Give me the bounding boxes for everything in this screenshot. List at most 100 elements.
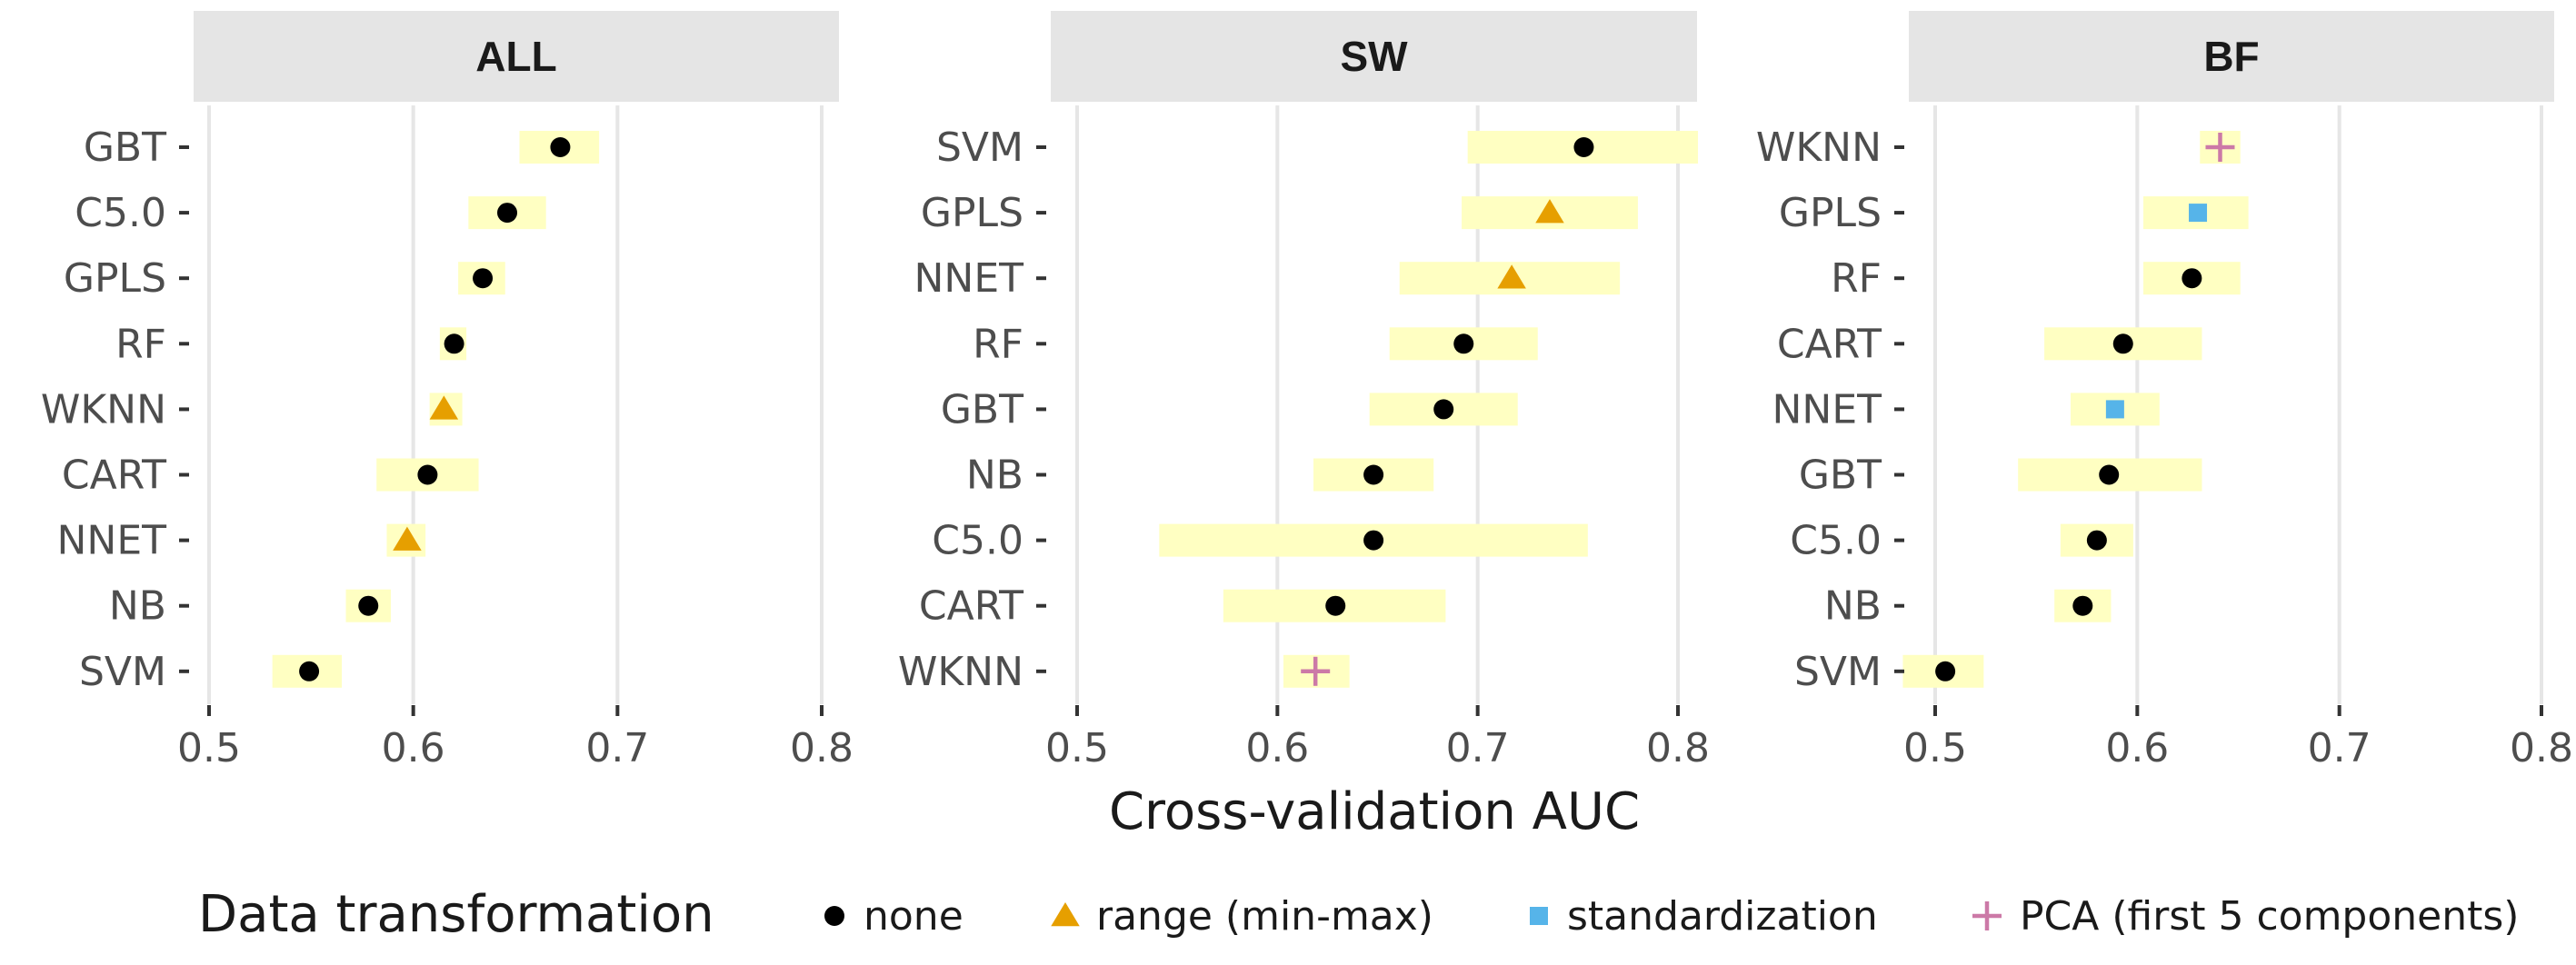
- legend-label: PCA (first 5 components): [2020, 893, 2519, 940]
- point-marker: [2105, 400, 2124, 419]
- legend-entry-standardization: standardization: [1530, 893, 1878, 940]
- y-tick-label: NNET: [1772, 386, 1882, 433]
- row-svm: SVM: [79, 649, 343, 695]
- x-axis-title: Cross-validation AUC: [1109, 782, 1640, 841]
- row-gpls: GPLS: [921, 190, 1638, 236]
- point-marker: [2086, 530, 2107, 551]
- row-gbt: GBT: [1799, 453, 2202, 499]
- y-tick-label: SVM: [1794, 649, 1882, 695]
- row-wknn: WKNN: [898, 649, 1350, 695]
- row-wknn: WKNN: [1756, 124, 2241, 171]
- point-marker: [2112, 333, 2133, 354]
- row-svm: SVM: [936, 124, 1699, 171]
- x-tick-label: 0.5: [1903, 725, 1967, 771]
- point-marker: [417, 464, 438, 485]
- strip-background: [1909, 11, 2554, 102]
- row-rf: RF: [115, 321, 467, 367]
- y-tick-label: GPLS: [1779, 190, 1882, 236]
- row-nnet: NNET: [1772, 386, 2160, 433]
- y-tick-label: NB: [109, 583, 166, 630]
- row-c50: C5.0: [75, 190, 546, 236]
- x-tick-label: 0.6: [1245, 725, 1309, 771]
- point-marker: [2205, 133, 2235, 162]
- y-tick-label: NNET: [914, 255, 1023, 302]
- legend-marker: [1972, 901, 2002, 930]
- row-cart: CART: [62, 453, 479, 499]
- legend-label: none: [864, 893, 964, 940]
- y-tick-label: NB: [1824, 583, 1882, 630]
- point-marker: [1535, 199, 1564, 224]
- point-marker: [358, 595, 379, 616]
- y-tick-label: CART: [1777, 321, 1882, 367]
- point-marker: [1301, 656, 1331, 686]
- point-marker: [299, 661, 320, 681]
- row-c50: C5.0: [1790, 518, 2133, 564]
- y-tick-label: GBT: [1799, 453, 1882, 499]
- point-marker: [497, 203, 518, 224]
- row-nb: NB: [109, 583, 391, 630]
- y-tick-label: GBT: [84, 124, 166, 171]
- row-wknn: WKNN: [41, 386, 463, 433]
- point-marker: [473, 268, 494, 289]
- row-cart: CART: [1777, 321, 2202, 367]
- legend-entry-range: range (min-max): [1051, 893, 1433, 940]
- legend-marker: [824, 906, 844, 926]
- y-tick-label: CART: [62, 453, 166, 499]
- y-tick-label: RF: [115, 321, 166, 367]
- point-marker: [1573, 137, 1594, 157]
- point-marker: [1497, 264, 1526, 289]
- row-nb: NB: [966, 453, 1434, 499]
- y-tick-label: GPLS: [64, 255, 166, 302]
- legend-marker: [1530, 907, 1548, 925]
- strip-background: [194, 11, 839, 102]
- strip-background: [1051, 11, 1697, 102]
- panel-sw: SW SVM GPLS NNET RF GBT NB C5.0 CART WKNN 0.5 0.6 0.…: [898, 11, 1710, 771]
- y-tick-label: CART: [919, 583, 1023, 630]
- legend-entry-none: none: [824, 893, 964, 940]
- point-marker: [1433, 399, 1454, 420]
- strip-title: BF: [2203, 33, 2259, 80]
- point-marker: [1363, 530, 1384, 551]
- panel-bf: BF WKNN GPLS RF CART NNET GBT C5.0 NB SVM 0.5 0.6 0.…: [1756, 11, 2573, 771]
- point-marker: [550, 137, 571, 157]
- point-marker: [1325, 595, 1346, 616]
- x-tick-label: 0.7: [585, 725, 649, 771]
- y-tick-label: C5.0: [932, 518, 1023, 564]
- x-tick-label: 0.7: [1446, 725, 1510, 771]
- y-tick-label: C5.0: [1790, 518, 1882, 564]
- point-marker: [2072, 595, 2093, 616]
- row-c50: C5.0: [932, 518, 1588, 564]
- strip-title: SW: [1340, 33, 1408, 80]
- point-marker: [2182, 268, 2202, 289]
- x-tick-label: 0.7: [2308, 725, 2371, 771]
- point-marker: [393, 526, 422, 551]
- x-tick-label: 0.8: [790, 725, 854, 771]
- x-tick-label: 0.8: [1646, 725, 1710, 771]
- y-tick-label: WKNN: [1756, 124, 1882, 171]
- point-marker: [444, 333, 464, 354]
- row-rf: RF: [973, 321, 1538, 367]
- row-gbt: GBT: [84, 124, 600, 171]
- legend-title: Data transformation: [198, 885, 714, 944]
- row-gpls: GPLS: [1779, 190, 2249, 236]
- y-tick-label: GPLS: [921, 190, 1023, 236]
- legend: Data transformation none range (min-max) s…: [198, 885, 2519, 944]
- row-gpls: GPLS: [64, 255, 505, 302]
- row-rf: RF: [1831, 255, 2241, 302]
- y-tick-label: GBT: [941, 386, 1023, 433]
- x-tick-label: 0.5: [1045, 725, 1109, 771]
- point-marker: [1935, 661, 1956, 681]
- row-nnet: NNET: [56, 518, 426, 564]
- y-tick-label: RF: [973, 321, 1023, 367]
- point-marker: [2099, 464, 2120, 485]
- point-marker: [1453, 333, 1474, 354]
- strip-title: ALL: [475, 33, 556, 80]
- point-marker: [429, 395, 459, 420]
- y-tick-label: SVM: [79, 649, 166, 695]
- x-tick-label: 0.5: [177, 725, 241, 771]
- point-marker: [1363, 464, 1384, 485]
- y-tick-label: SVM: [936, 124, 1023, 171]
- row-svm: SVM: [1794, 649, 1984, 695]
